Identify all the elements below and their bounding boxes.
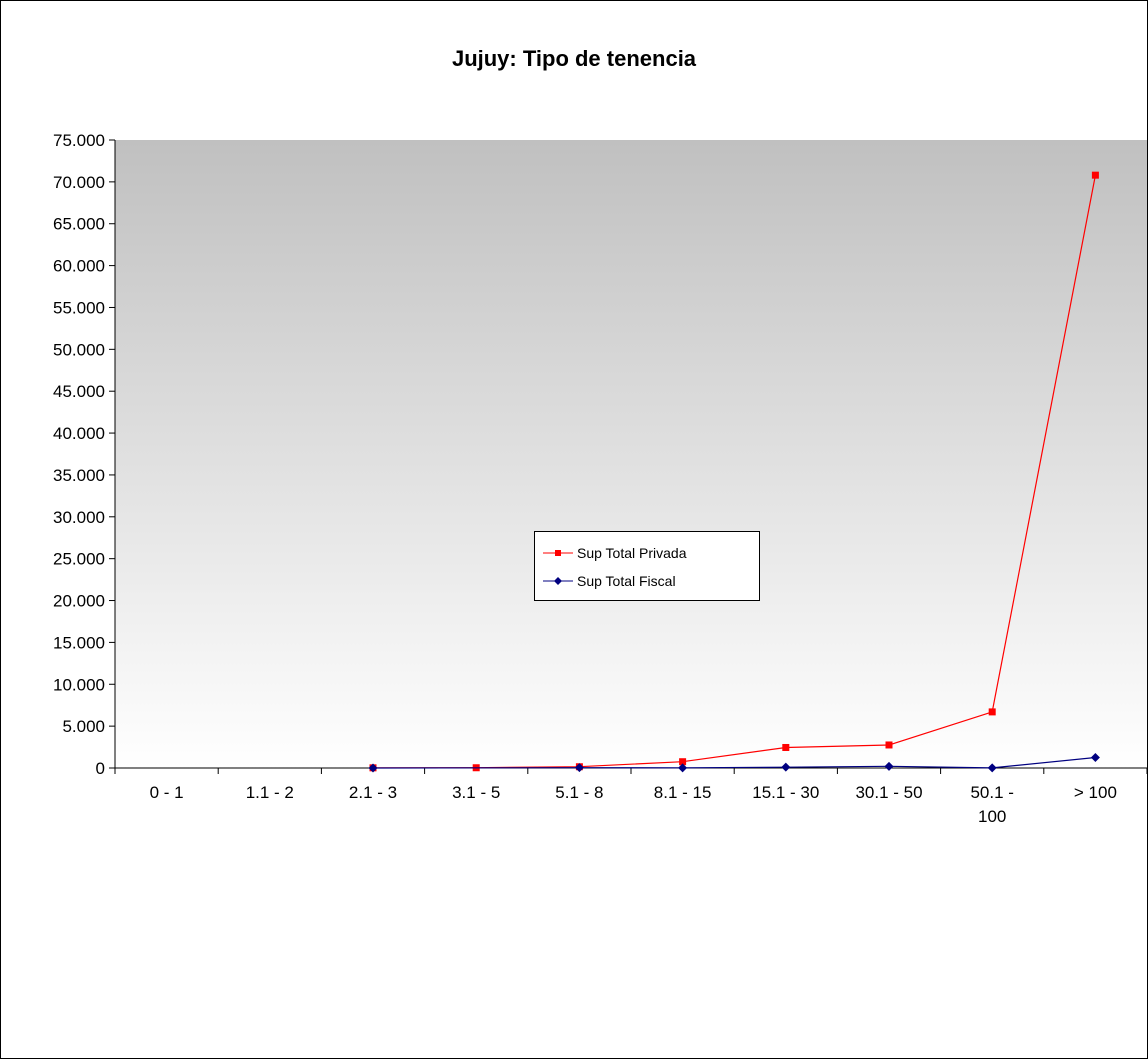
y-tick-label: 40.000 xyxy=(53,424,105,443)
x-tick-label: 8.1 - 15 xyxy=(654,783,712,802)
y-tick-label: 55.000 xyxy=(53,298,105,317)
y-tick-label: 75.000 xyxy=(53,131,105,150)
y-tick-label: 45.000 xyxy=(53,382,105,401)
y-tick-label: 30.000 xyxy=(53,508,105,527)
legend-item-fiscal: Sup Total Fiscal xyxy=(543,571,676,591)
x-tick-label: 5.1 - 8 xyxy=(555,783,603,802)
data-point-fiscal xyxy=(368,763,378,773)
data-point-fiscal xyxy=(884,761,894,771)
x-tick-label: 1.1 - 2 xyxy=(246,783,294,802)
x-tick-label: 2.1 - 3 xyxy=(349,783,397,802)
y-tick-label: 20.000 xyxy=(53,592,105,611)
x-tick-label: > 100 xyxy=(1074,783,1117,802)
data-point-privada xyxy=(782,743,790,751)
y-tick-label: 65.000 xyxy=(53,215,105,234)
plot-area xyxy=(115,140,1147,768)
y-tick-label: 0 xyxy=(96,759,105,778)
y-tick-label: 50.000 xyxy=(53,340,105,359)
data-point-privada xyxy=(1091,171,1099,179)
legend-label-privada: Sup Total Privada xyxy=(577,545,687,561)
x-tick-label: 15.1 - 30 xyxy=(752,783,819,802)
data-point-fiscal xyxy=(678,763,688,773)
legend-swatch-privada xyxy=(543,550,573,556)
chart-legend: Sup Total Privada Sup Total Fiscal xyxy=(534,531,760,601)
x-tick-label: 3.1 - 5 xyxy=(452,783,500,802)
x-tick-label: 0 - 1 xyxy=(150,783,184,802)
y-tick-label: 60.000 xyxy=(53,257,105,276)
y-tick-label: 10.000 xyxy=(53,675,105,694)
y-tick-label: 5.000 xyxy=(62,717,105,736)
data-point-fiscal xyxy=(574,763,584,773)
y-tick-label: 70.000 xyxy=(53,173,105,192)
y-tick-label: 15.000 xyxy=(53,633,105,652)
y-tick-label: 25.000 xyxy=(53,550,105,569)
x-tick-label: 30.1 - 50 xyxy=(855,783,922,802)
data-point-fiscal xyxy=(987,763,997,773)
data-point-privada xyxy=(885,741,893,749)
chart-title: Jujuy: Tipo de tenencia xyxy=(451,46,697,71)
data-point-privada xyxy=(679,758,687,766)
legend-item-privada: Sup Total Privada xyxy=(543,543,686,563)
legend-swatch-fiscal xyxy=(543,577,573,585)
legend-label-fiscal: Sup Total Fiscal xyxy=(577,573,676,589)
data-point-fiscal xyxy=(781,762,791,772)
data-point-fiscal xyxy=(1090,753,1100,763)
data-point-privada xyxy=(988,708,996,716)
x-tick-label: 50.1 -100 xyxy=(970,783,1013,826)
y-tick-label: 35.000 xyxy=(53,466,105,485)
